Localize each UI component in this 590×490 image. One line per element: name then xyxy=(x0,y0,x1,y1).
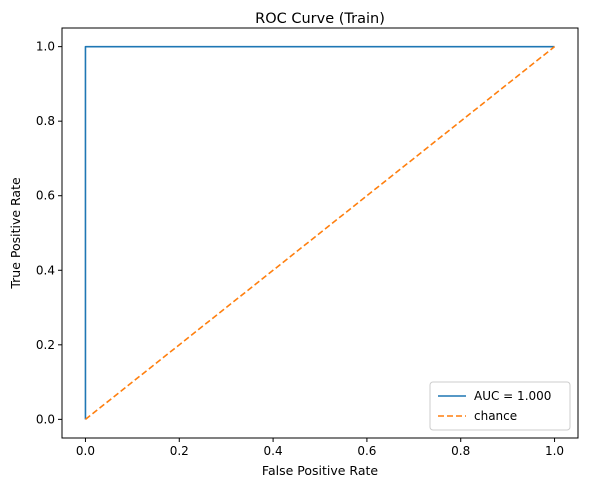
x-tick-label: 0.6 xyxy=(357,444,376,458)
legend: AUC = 1.000 chance xyxy=(429,381,571,431)
y-axis-label: True Positive Rate xyxy=(8,177,23,290)
plot-frame xyxy=(61,27,579,439)
y-tick-label: 0.8 xyxy=(36,114,55,128)
y-tick-label: 0.6 xyxy=(36,189,55,203)
legend-label-auc-1-000: AUC = 1.000 xyxy=(474,389,551,403)
x-tick-label: 0.2 xyxy=(170,444,189,458)
plot-area xyxy=(84,45,556,420)
y-tick-label: 0.2 xyxy=(36,338,55,352)
y-tick-label: 0.4 xyxy=(36,263,55,277)
y-tick-label: 0.0 xyxy=(36,412,55,426)
x-axis-label: False Positive Rate xyxy=(262,463,378,478)
legend-label-chance: chance xyxy=(474,409,517,423)
x-tick-label: 1.0 xyxy=(545,444,564,458)
x-tick-label: 0.8 xyxy=(451,444,470,458)
legend-box xyxy=(429,381,571,431)
series-line-auc-1-000 xyxy=(84,45,555,420)
x-tick-label: 0.4 xyxy=(264,444,283,458)
x-tick-label: 0.0 xyxy=(76,444,95,458)
y-tick-label: 1.0 xyxy=(36,40,55,54)
series-line-chance xyxy=(84,46,556,420)
axis-ticks: 0.0 0.2 0.4 0.6 0.8 1.0 0.0 0.2 0.4 0.6 0.8 1.0 xyxy=(36,40,564,458)
chart-title: ROC Curve (Train) xyxy=(255,11,385,27)
